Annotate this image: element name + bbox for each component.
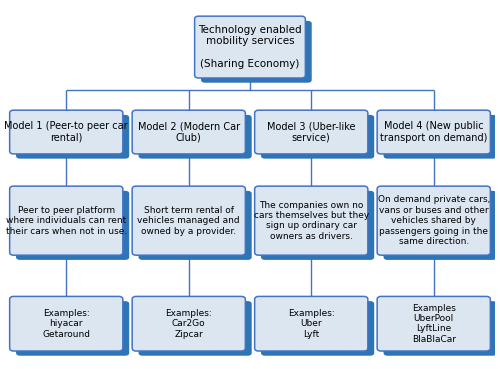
FancyBboxPatch shape bbox=[10, 110, 123, 154]
Text: Examples:
Car2Go
Zipcar: Examples: Car2Go Zipcar bbox=[166, 309, 212, 339]
FancyBboxPatch shape bbox=[261, 301, 374, 356]
Text: On demand private cars,
vans or buses and other
vehicles shared by
passengers go: On demand private cars, vans or buses an… bbox=[378, 195, 490, 246]
FancyBboxPatch shape bbox=[377, 296, 490, 351]
Text: Model 3 (Uber-like
service): Model 3 (Uber-like service) bbox=[267, 121, 356, 143]
FancyBboxPatch shape bbox=[132, 186, 246, 255]
FancyBboxPatch shape bbox=[377, 186, 490, 255]
FancyBboxPatch shape bbox=[384, 191, 496, 260]
FancyBboxPatch shape bbox=[132, 296, 246, 351]
Text: Examples:
hiyacar
Getaround: Examples: hiyacar Getaround bbox=[42, 309, 90, 339]
FancyBboxPatch shape bbox=[132, 110, 246, 154]
Text: Examples
UberPool
LyftLine
BlaBlaCar: Examples UberPool LyftLine BlaBlaCar bbox=[412, 304, 456, 344]
FancyBboxPatch shape bbox=[138, 301, 252, 356]
Text: Model 1 (Peer-to peer car
rental): Model 1 (Peer-to peer car rental) bbox=[4, 121, 128, 143]
FancyBboxPatch shape bbox=[138, 115, 252, 159]
FancyBboxPatch shape bbox=[377, 110, 490, 154]
FancyBboxPatch shape bbox=[16, 115, 129, 159]
FancyBboxPatch shape bbox=[201, 21, 312, 83]
FancyBboxPatch shape bbox=[10, 296, 123, 351]
FancyBboxPatch shape bbox=[254, 296, 368, 351]
FancyBboxPatch shape bbox=[261, 115, 374, 159]
Text: Model 4 (New public
transport on demand): Model 4 (New public transport on demand) bbox=[380, 121, 488, 143]
FancyBboxPatch shape bbox=[384, 115, 496, 159]
Text: Model 2 (Modern Car
Club): Model 2 (Modern Car Club) bbox=[138, 121, 240, 143]
FancyBboxPatch shape bbox=[16, 191, 129, 260]
Text: Peer to peer platform
where individuals can rent
their cars when not in use.: Peer to peer platform where individuals … bbox=[6, 206, 127, 235]
Text: Technology enabled
mobility services

(Sharing Economy): Technology enabled mobility services (Sh… bbox=[198, 25, 302, 69]
FancyBboxPatch shape bbox=[254, 186, 368, 255]
FancyBboxPatch shape bbox=[261, 191, 374, 260]
Text: Short term rental of
vehicles managed and
owned by a provider.: Short term rental of vehicles managed an… bbox=[138, 206, 240, 235]
FancyBboxPatch shape bbox=[10, 186, 123, 255]
Text: Examples:
Uber
Lyft: Examples: Uber Lyft bbox=[288, 309, 335, 339]
FancyBboxPatch shape bbox=[254, 110, 368, 154]
FancyBboxPatch shape bbox=[138, 191, 252, 260]
FancyBboxPatch shape bbox=[16, 301, 129, 356]
FancyBboxPatch shape bbox=[384, 301, 496, 356]
Text: The companies own no
cars themselves but they
sign up ordinary car
owners as dri: The companies own no cars themselves but… bbox=[254, 201, 369, 241]
FancyBboxPatch shape bbox=[194, 16, 306, 78]
